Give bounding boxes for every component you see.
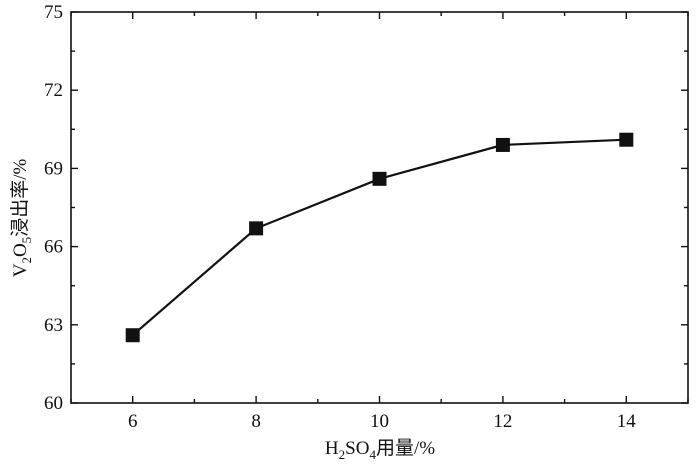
y-tick-label: 72 xyxy=(44,80,63,101)
data-point-marker xyxy=(619,132,634,147)
y-tick-label: 63 xyxy=(44,315,63,336)
data-point-marker xyxy=(495,137,510,152)
x-axis-ticks: 6 8 10 12 14 xyxy=(70,12,689,432)
plot-frame xyxy=(70,11,689,404)
y-tick-label: 75 xyxy=(44,2,63,23)
x-axis-title: H2SO4用量/% xyxy=(325,438,435,462)
x-tick-label: 6 xyxy=(128,411,138,432)
series-group xyxy=(125,132,634,343)
data-point-marker xyxy=(125,328,140,343)
y-axis-ticks: 60 63 66 69 72 75 xyxy=(44,2,688,414)
data-point-marker xyxy=(249,221,264,236)
y-tick-label: 69 xyxy=(44,158,63,179)
y-tick-label: 66 xyxy=(44,237,63,258)
y-axis-title: V2O5浸出率/% xyxy=(9,159,34,278)
x-tick-label: 8 xyxy=(251,411,261,432)
x-tick-label: 12 xyxy=(493,411,512,432)
x-tick-label: 14 xyxy=(617,411,637,432)
data-point-marker xyxy=(372,171,387,186)
y-tick-label: 60 xyxy=(44,393,63,414)
axes-frame xyxy=(70,11,689,404)
series-line xyxy=(131,138,627,337)
x-tick-label: 10 xyxy=(370,411,389,432)
